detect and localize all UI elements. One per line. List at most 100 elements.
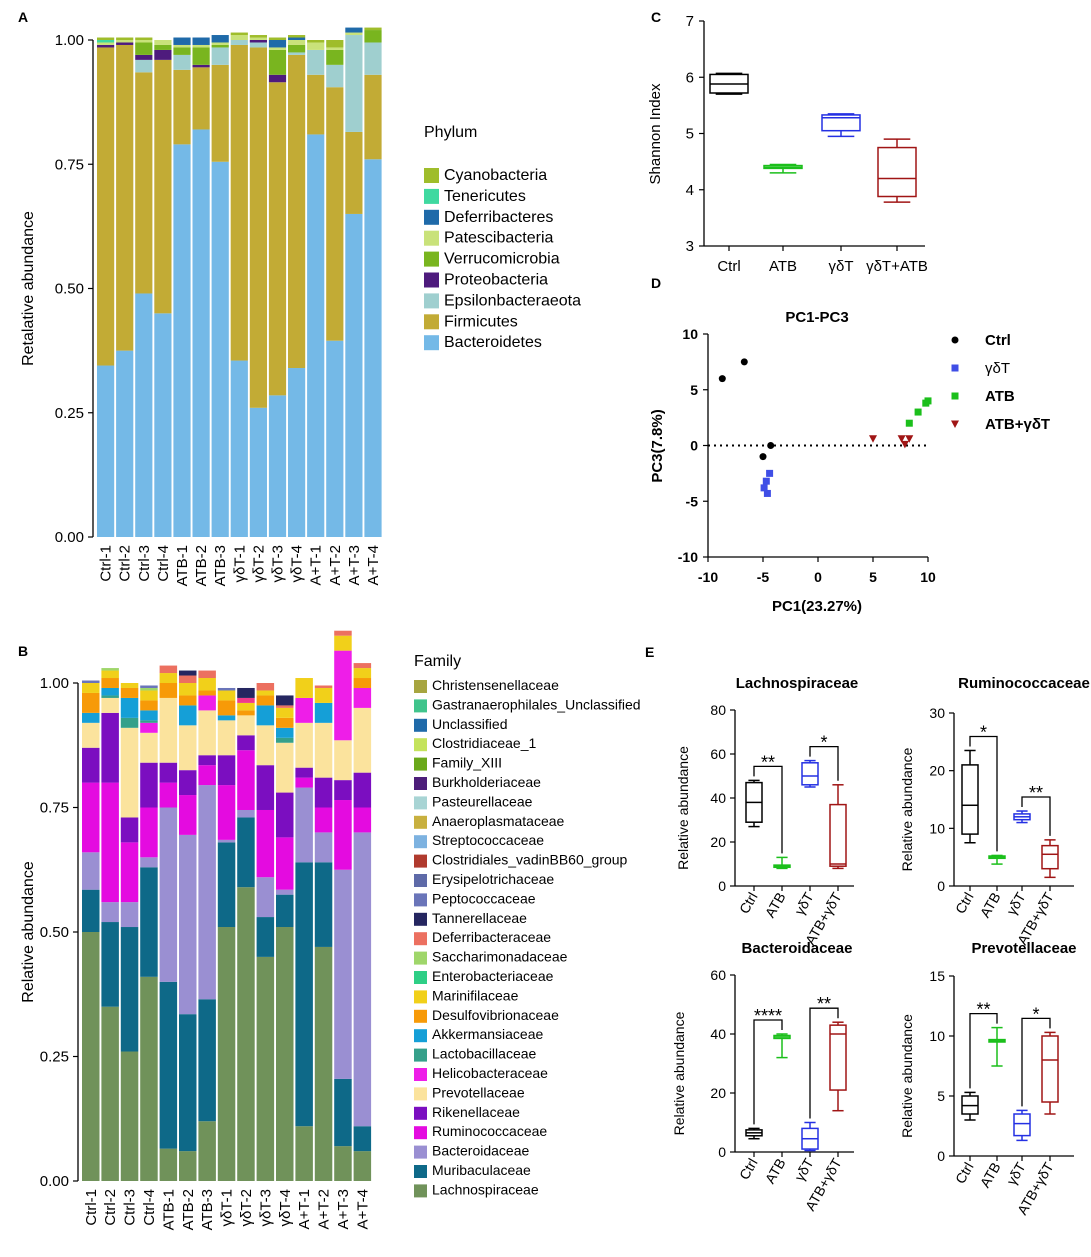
bar-segment-ruminococcaceae	[82, 782, 100, 853]
bar-segment-marinifilaceae	[159, 673, 178, 683]
legend-swatch	[414, 1009, 427, 1023]
y-tick-label: 0	[690, 438, 698, 454]
significance-label: ****	[754, 1006, 782, 1026]
bar-segment-desulfovibrionaceae	[159, 683, 178, 698]
bar-segment-rikenellaceae	[276, 792, 294, 838]
legend-swatch	[424, 168, 439, 183]
bar-segment-peptococcaceae	[217, 687, 236, 691]
y-tick-label: 0	[937, 1148, 945, 1164]
bar-segment-firmicutes	[249, 47, 267, 408]
bar-segment-patescibacteria	[173, 44, 191, 48]
y-tick-label: 7	[686, 13, 694, 30]
bar-segment-desulfovibrionaceae	[179, 695, 197, 706]
bar-segment-deferribacteraceae	[314, 685, 333, 688]
bar-segment-lachnospiraceae	[82, 932, 100, 1181]
bar-segment-firmicutes	[192, 67, 210, 130]
bar-segment-verrucomicrobia	[192, 47, 210, 65]
legend-item-label: Lachnospiraceae	[432, 1181, 539, 1197]
bar-segment-prevotellaceae	[179, 725, 197, 771]
bar-segment-patescibacteria	[211, 42, 229, 45]
bar-segment-bacteroidetes	[288, 368, 306, 537]
bar-segment-bacteroidaceae	[82, 852, 100, 890]
bar-segment-saccharimonadaceae	[140, 687, 158, 691]
bar-segment-prevotellaceae	[198, 710, 216, 756]
bar-segment-deferribacteres	[268, 40, 287, 48]
bar-segment-patescibacteria	[116, 40, 134, 43]
bar-segment-lactobacillaceae	[101, 695, 119, 698]
bar-segment-proteobacteria	[268, 74, 287, 83]
legend-item-label: Patescibacteria	[444, 230, 553, 247]
bar-segment-muribaculaceae	[140, 867, 158, 977]
bar-segment-muribaculaceae	[120, 927, 139, 1052]
legend-marker	[951, 392, 959, 400]
panel-E4: Prevotellaceae 0 5 10 15 Relative abundance Ct…	[899, 940, 1077, 1217]
bar-segment-cyanobacteria	[230, 32, 248, 36]
bar-segment-muribaculaceae	[276, 894, 294, 928]
bar-segment-rikenellaceae	[140, 762, 158, 808]
bar-segment-cyanobacteria	[307, 40, 325, 43]
y-tick-label: 40	[710, 1026, 726, 1042]
bar-segment-lachnospiraceae	[256, 956, 275, 1181]
bar-segment-proteobacteria	[135, 54, 153, 60]
bar-segment-tannerellaceae	[276, 695, 294, 706]
box-ctrl	[961, 764, 979, 835]
chart-title: Prevotellaceae	[971, 940, 1076, 957]
bar-segment-lachnospiraceae	[353, 1151, 372, 1181]
x-tick-label: γδT	[1003, 889, 1029, 918]
significance-bracket	[809, 745, 839, 781]
bar-segment-rikenellaceae	[314, 777, 333, 808]
bar-segment-rikenellaceae	[256, 765, 275, 810]
legend-item-label: Tannerellaceae	[432, 910, 527, 926]
legend-swatch	[414, 815, 427, 829]
bar-segment-firmicutes	[364, 74, 382, 160]
bar-segment-deferribacteraceae	[256, 683, 275, 691]
y-axis-title: Shannon Index	[647, 83, 664, 184]
legend-swatch	[414, 680, 427, 693]
y-tick-label: 20	[929, 763, 945, 779]
y-tick-label: 0.25	[40, 1049, 69, 1066]
y-tick-label: 20	[710, 834, 726, 850]
bar-segment-ruminococcaceae	[140, 807, 158, 858]
bar-segment-ruminococcaceae	[101, 782, 119, 903]
scatter-point-ctrl	[767, 442, 775, 449]
legend-title: Phylum	[424, 124, 477, 141]
bar-segment-ruminococcaceae	[276, 837, 294, 890]
bar-segment-bacteroidaceae	[295, 787, 313, 863]
x-tick-label: ATB	[977, 1160, 1004, 1191]
bar-segment-deferribacteres	[211, 35, 229, 43]
bar-segment-rikenellaceae	[237, 735, 255, 751]
significance-label: *	[820, 733, 827, 753]
bar-segment-patescibacteria	[230, 35, 248, 40]
bar-segment-deferribacteres	[173, 37, 191, 45]
bar-segment-deferribacteres	[345, 27, 363, 33]
bar-segment-rikenellaceae	[334, 780, 352, 801]
bar-segment-patescibacteria	[97, 42, 115, 45]
x-tick-label: -10	[698, 569, 718, 585]
bar-segment-marinifilaceae	[120, 683, 139, 688]
bar-segment-firmicutes	[211, 64, 229, 162]
bar-segment-desulfovibrionaceae	[217, 700, 236, 716]
bar-segment-bacteroidaceae	[256, 877, 275, 918]
bar-segment-marinifilaceae	[198, 678, 216, 691]
y-tick-label: -10	[678, 549, 698, 565]
bar-segment-marinifilaceae	[295, 678, 313, 698]
panel-label-A: A	[18, 9, 28, 25]
bar-segment-prevotellaceae	[159, 697, 178, 763]
x-tick-label: ATB-3	[212, 545, 229, 586]
significance-bracket	[969, 1012, 998, 1089]
bar-segment-firmicutes	[307, 74, 325, 135]
bar-segment-verrucomicrobia	[173, 47, 191, 55]
bar-segment-bacteroidaceae	[159, 807, 178, 982]
x-tick-label: A+T-4	[365, 545, 382, 585]
bar-segment-akkermansiaceae	[276, 727, 294, 738]
scatter-point-ctrl	[718, 375, 726, 383]
y-tick-label: 6	[686, 69, 694, 86]
bar-segment-rikenellaceae	[295, 767, 313, 778]
bar-segment-prevotellaceae	[334, 740, 352, 781]
bar-segment-prevotellaceae	[276, 742, 294, 793]
bar-segment-patescibacteria	[135, 40, 153, 43]
legend-swatch	[424, 188, 439, 204]
bar-segment-bacteroidaceae	[276, 889, 294, 895]
x-tick-label: γδT-3	[270, 545, 287, 583]
bar-segment-ruminococcaceae	[179, 795, 197, 835]
